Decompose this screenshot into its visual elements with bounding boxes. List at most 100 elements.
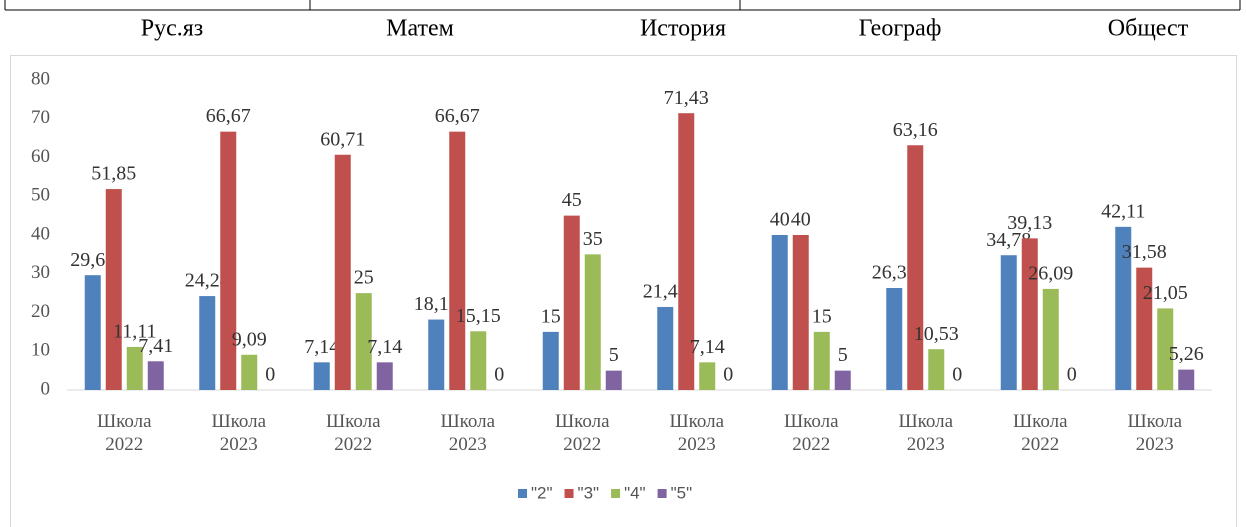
- bar: [449, 131, 466, 390]
- legend-label: "2": [531, 483, 553, 502]
- x-tick-label: Школа 2023: [440, 411, 496, 455]
- y-tick-label: 80: [31, 68, 50, 89]
- data-label: 24,24: [185, 270, 230, 292]
- bar: [563, 215, 580, 390]
- x-tick-label: Школа 2022: [1012, 411, 1068, 455]
- bar: [813, 331, 830, 390]
- bar: [241, 354, 258, 390]
- subject-label: История: [640, 16, 726, 42]
- bar: [220, 131, 237, 390]
- legend-swatch: [564, 489, 574, 498]
- bar: [542, 331, 559, 390]
- data-label: 39,13: [1007, 212, 1052, 234]
- x-tick-label: Школа 2022: [325, 411, 381, 455]
- data-label: 0: [494, 364, 504, 386]
- y-tick-label: 10: [31, 340, 50, 361]
- data-label: 7,14: [367, 336, 402, 358]
- data-label: 66,67: [206, 105, 251, 127]
- legend-label: "3": [578, 483, 600, 502]
- data-label: 63,16: [893, 119, 938, 141]
- y-tick-label: 30: [31, 262, 50, 283]
- bar: [605, 370, 622, 390]
- y-tick-label: 50: [31, 185, 50, 206]
- data-label: 51,85: [91, 163, 136, 185]
- y-tick-label: 40: [31, 223, 50, 244]
- x-tick-label: Школа 2022: [783, 411, 839, 455]
- data-label: 5: [609, 344, 619, 366]
- data-label: 18,18: [414, 293, 459, 315]
- bar: [1042, 288, 1059, 390]
- subject-label: Общест: [1108, 16, 1189, 42]
- data-label: 7,14: [304, 336, 339, 358]
- bar: [313, 362, 330, 390]
- x-tick-label: Школа 2023: [898, 411, 954, 455]
- bar: [105, 189, 122, 390]
- subject-label: Географ: [859, 16, 942, 42]
- bar: [1115, 226, 1132, 390]
- legend-label: "5": [671, 483, 693, 502]
- bar: [834, 370, 851, 390]
- bar: [355, 293, 372, 390]
- data-label: 26,09: [1028, 262, 1073, 284]
- legend-label: "4": [624, 483, 646, 502]
- data-label: 9,09: [232, 328, 267, 350]
- bar: [334, 154, 351, 390]
- data-label: 7,41: [138, 335, 173, 357]
- data-label: 35: [583, 228, 603, 250]
- bar: [147, 361, 164, 390]
- data-label: 71,43: [664, 87, 709, 109]
- bar: [1000, 255, 1017, 390]
- data-label: 15,15: [456, 305, 501, 327]
- y-tick-label: 60: [31, 146, 50, 167]
- data-label: 66,67: [435, 105, 480, 127]
- data-label: 40: [791, 209, 811, 231]
- y-tick-label: 70: [31, 107, 50, 128]
- data-label: 26,32: [872, 262, 917, 284]
- subject-label: Рус.яз: [141, 16, 204, 42]
- x-tick-label: Школа 2023: [1127, 411, 1183, 455]
- bar: [126, 346, 143, 390]
- data-label: 15: [812, 305, 832, 327]
- y-tick-label: 0: [41, 378, 51, 399]
- data-label: 40: [770, 209, 790, 231]
- data-label: 11,11: [113, 321, 157, 343]
- data-label: 29,63: [70, 249, 115, 271]
- data-label: 0: [952, 364, 962, 386]
- x-tick-label: Школа 2023: [669, 411, 725, 455]
- bar: [907, 145, 924, 390]
- data-label: 45: [562, 189, 582, 211]
- data-label: 42,11: [1101, 200, 1145, 222]
- bar: [470, 331, 487, 390]
- bar: [584, 254, 601, 390]
- data-label: 0: [723, 364, 733, 386]
- bar: [1157, 308, 1174, 390]
- bar: [886, 288, 903, 390]
- bar: [428, 319, 445, 390]
- subject-label: Матем: [386, 16, 454, 42]
- data-label: 31,58: [1122, 241, 1167, 263]
- data-label: 25: [354, 267, 374, 289]
- bar: [928, 349, 945, 390]
- legend-swatch: [611, 489, 621, 498]
- data-label: 21,05: [1143, 282, 1188, 304]
- x-tick-label: Школа 2022: [96, 411, 152, 455]
- bar: [1136, 267, 1153, 390]
- data-label: 0: [265, 364, 275, 386]
- data-label: 21,43: [643, 281, 688, 303]
- bar: [199, 296, 216, 390]
- data-label: 60,71: [320, 128, 365, 150]
- bar: [1021, 238, 1038, 390]
- legend-swatch: [657, 489, 667, 498]
- data-label: 0: [1067, 364, 1077, 386]
- data-label: 34,78: [986, 229, 1031, 251]
- data-label: 5,26: [1169, 343, 1204, 365]
- chart-frame: [10, 55, 1237, 527]
- x-tick-label: Школа 2022: [554, 411, 610, 455]
- x-tick-label: Школа 2023: [211, 411, 267, 455]
- bar: [376, 362, 393, 390]
- bar: [678, 113, 695, 391]
- bar: [699, 362, 716, 390]
- bar: [84, 275, 101, 390]
